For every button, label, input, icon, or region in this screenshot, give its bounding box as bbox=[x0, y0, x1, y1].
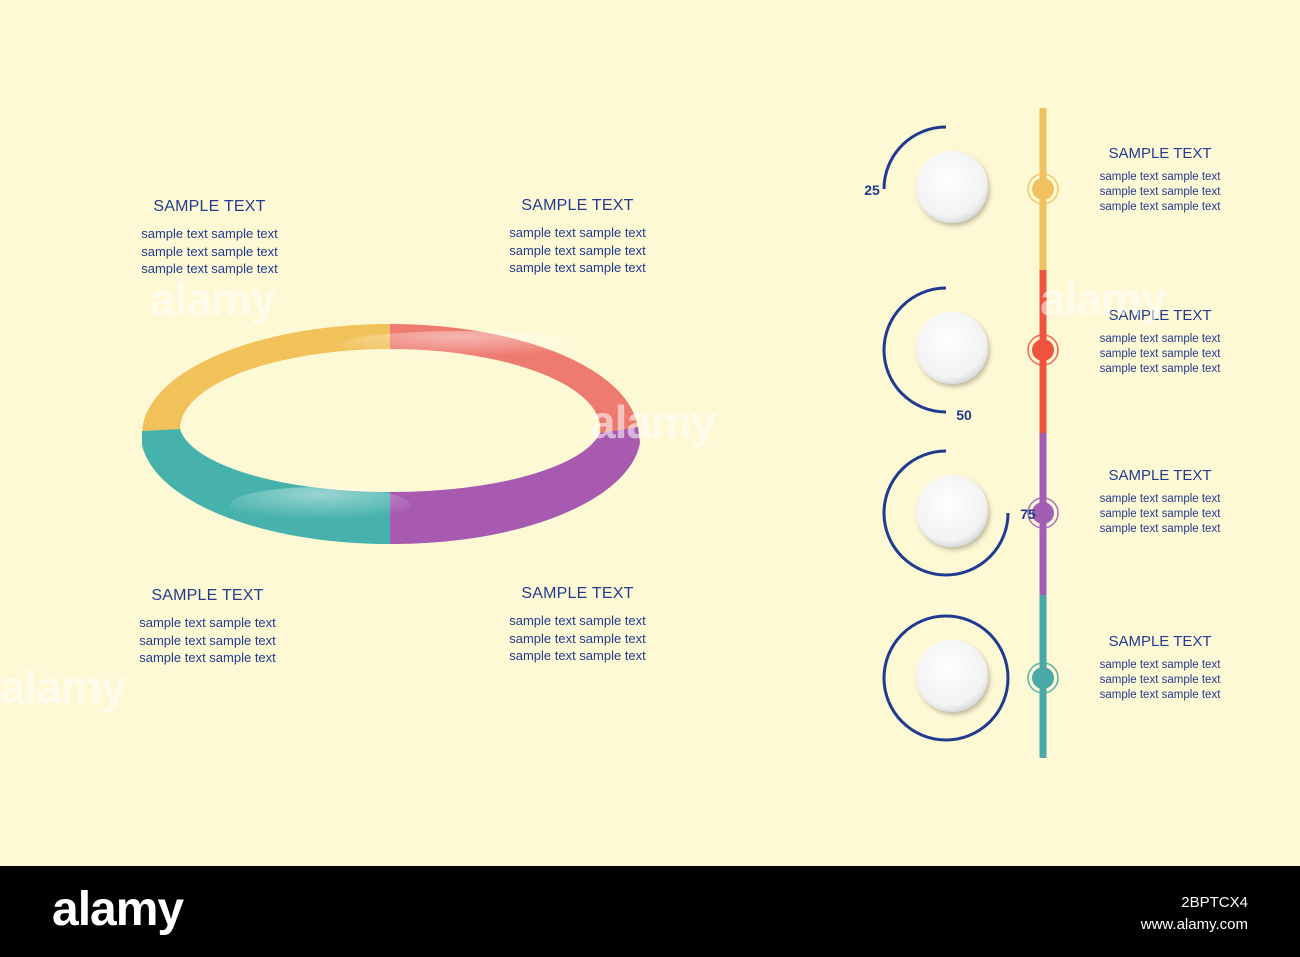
step-line: sample text sample text bbox=[1099, 659, 1221, 671]
timeline-node-ring bbox=[1027, 497, 1059, 529]
timeline-diagram: 25 50 75 bbox=[864, 108, 1059, 758]
ring-segment-teal bbox=[142, 429, 390, 545]
step-line: sample text sample text bbox=[1099, 186, 1221, 198]
step-value-label: 75 bbox=[1020, 506, 1036, 522]
step-line: sample text sample text bbox=[1099, 493, 1221, 505]
text-block-top-right: SAMPLE TEXT sample text sample text samp… bbox=[490, 197, 665, 277]
step-disc bbox=[916, 640, 988, 712]
progress-arc bbox=[882, 286, 947, 414]
watermark: alamy bbox=[0, 661, 126, 713]
block-line: sample text sample text bbox=[509, 648, 646, 663]
timeline-node-ring bbox=[1027, 173, 1059, 205]
timeline-node bbox=[1032, 178, 1054, 200]
footer-logo[interactable]: alamy bbox=[52, 883, 184, 936]
progress-arc bbox=[882, 449, 1010, 577]
progress-arc bbox=[882, 125, 947, 190]
watermark: alamy bbox=[590, 396, 716, 448]
step-disc bbox=[916, 151, 988, 223]
timeline-node bbox=[1032, 667, 1054, 689]
ring-gloss bbox=[230, 487, 410, 523]
block-title: SAMPLE TEXT bbox=[151, 587, 264, 604]
block-line: sample text sample text bbox=[141, 261, 278, 276]
ring-diagram bbox=[142, 323, 640, 545]
ring-gloss bbox=[340, 331, 580, 359]
footer-bar: alamy 2BPTCX4 www.alamy.com bbox=[0, 866, 1300, 957]
timeline-node-ring bbox=[1027, 334, 1059, 366]
step-disc bbox=[916, 312, 988, 384]
block-title: SAMPLE TEXT bbox=[153, 198, 266, 215]
block-line: sample text sample text bbox=[139, 650, 276, 665]
step-line: sample text sample text bbox=[1099, 333, 1221, 345]
image-id: 2BPTCX4 bbox=[1181, 894, 1248, 911]
block-line: sample text sample text bbox=[139, 632, 276, 648]
block-line: sample text sample text bbox=[509, 630, 646, 646]
text-block-bottom-right: SAMPLE TEXT sample text sample text samp… bbox=[490, 585, 665, 665]
step-line: sample text sample text bbox=[1099, 201, 1221, 213]
block-line: sample text sample text bbox=[509, 225, 646, 240]
step-disc bbox=[916, 475, 988, 547]
block-title: SAMPLE TEXT bbox=[521, 585, 634, 602]
block-line: sample text sample text bbox=[141, 243, 278, 259]
timeline-node-ring bbox=[1027, 662, 1059, 694]
block-line: sample text sample text bbox=[509, 242, 646, 258]
step-line: sample text sample text bbox=[1099, 689, 1221, 701]
step-value-label: 50 bbox=[956, 407, 972, 423]
step-title: SAMPLE TEXT bbox=[1108, 633, 1212, 650]
block-line: sample text sample text bbox=[509, 613, 646, 628]
watermark: alamy bbox=[1040, 273, 1166, 325]
infographic-canvas: SAMPLE TEXT sample text sample text samp… bbox=[0, 108, 1230, 758]
timeline-text-4: SAMPLE TEXT sample text sample text samp… bbox=[1090, 633, 1230, 703]
timeline-text-3: SAMPLE TEXT sample text sample text samp… bbox=[1090, 467, 1230, 537]
timeline-text-1: SAMPLE TEXT sample text sample text samp… bbox=[1090, 145, 1230, 215]
step-value-label: 25 bbox=[864, 182, 880, 198]
step-title: SAMPLE TEXT bbox=[1108, 307, 1212, 324]
step-line: sample text sample text bbox=[1099, 508, 1221, 520]
progress-arc bbox=[882, 614, 1010, 742]
timeline-node bbox=[1032, 502, 1054, 524]
timeline-text-2: SAMPLE TEXT sample text sample text samp… bbox=[1090, 307, 1230, 377]
step-title: SAMPLE TEXT bbox=[1108, 467, 1212, 484]
footer-site[interactable]: www.alamy.com bbox=[1140, 916, 1248, 933]
block-line: sample text sample text bbox=[509, 260, 646, 275]
block-title: SAMPLE TEXT bbox=[521, 197, 634, 214]
step-title: SAMPLE TEXT bbox=[1108, 145, 1212, 162]
step-line: sample text sample text bbox=[1099, 674, 1221, 686]
ring-segment-yellow bbox=[142, 324, 390, 434]
timeline-node bbox=[1032, 339, 1054, 361]
ring-segment-purple bbox=[390, 427, 640, 545]
step-line: sample text sample text bbox=[1099, 523, 1221, 535]
step-line: sample text sample text bbox=[1099, 171, 1221, 183]
step-line: sample text sample text bbox=[1099, 348, 1221, 360]
text-block-top-left: SAMPLE TEXT sample text sample text samp… bbox=[122, 198, 297, 278]
block-line: sample text sample text bbox=[141, 226, 278, 241]
step-line: sample text sample text bbox=[1099, 363, 1221, 375]
block-line: sample text sample text bbox=[139, 615, 276, 630]
watermark: alamy bbox=[150, 273, 276, 325]
text-block-bottom-left: SAMPLE TEXT sample text sample text samp… bbox=[120, 587, 295, 667]
